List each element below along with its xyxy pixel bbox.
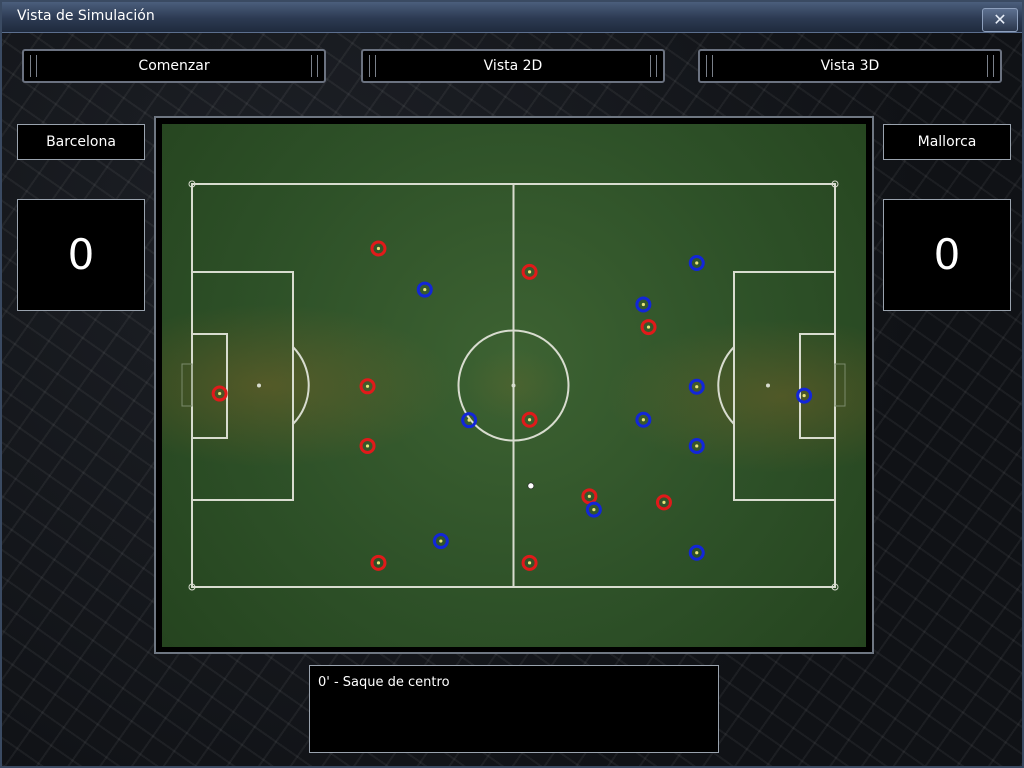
start-button[interactable]: Comenzar [22, 49, 326, 83]
away-player-marker [796, 387, 813, 404]
left-penalty-arc [292, 346, 310, 425]
home-player-marker [521, 263, 538, 280]
close-icon: ✕ [993, 10, 1007, 29]
left-goal [181, 363, 193, 407]
close-button[interactable]: ✕ [982, 8, 1018, 32]
home-player-marker [521, 411, 538, 428]
away-player-marker [416, 281, 433, 298]
away-player-marker [585, 501, 602, 518]
right-goal [834, 363, 846, 407]
center-circle [457, 329, 570, 442]
away-player-marker [688, 544, 705, 561]
corner-mark [188, 180, 196, 188]
view-3d-button[interactable]: Vista 3D [698, 49, 1002, 83]
ball-icon [527, 482, 535, 490]
right-penalty-spot [766, 383, 770, 388]
home-team-score: 0 [17, 199, 145, 311]
away-player-marker [432, 533, 449, 550]
home-player-marker [211, 385, 228, 402]
center-spot [511, 383, 516, 388]
view-2d-button[interactable]: Vista 2D [361, 49, 665, 83]
window-title: Vista de Simulación [17, 8, 155, 24]
home-player-marker [370, 554, 387, 571]
home-player-marker [370, 240, 387, 257]
corner-mark [188, 583, 196, 591]
left-penalty-area [191, 271, 294, 501]
commentary-box: 0' - Saque de centro [309, 665, 719, 753]
away-player-marker [635, 411, 652, 428]
home-player-marker [359, 378, 376, 395]
right-penalty-arc [717, 346, 735, 425]
right-penalty-area [733, 271, 836, 501]
away-player-marker [688, 437, 705, 454]
title-bar[interactable]: Vista de Simulación ✕ [2, 2, 1022, 33]
away-player-marker [461, 412, 478, 429]
away-player-marker [688, 254, 705, 271]
home-player-marker [655, 494, 672, 511]
home-player-marker [640, 319, 657, 336]
corner-mark [831, 180, 839, 188]
commentary-text: 0' - Saque de centro [318, 675, 450, 690]
away-player-marker [635, 296, 652, 313]
pitch-canvas [181, 180, 846, 591]
home-player-marker [359, 437, 376, 454]
away-team-name: Mallorca [883, 124, 1011, 160]
corner-mark [831, 583, 839, 591]
home-player-marker [581, 488, 598, 505]
left-penalty-spot [257, 383, 261, 388]
football-pitch [162, 124, 866, 647]
right-goal-area [799, 333, 836, 439]
away-player-marker [688, 378, 705, 395]
away-team-score: 0 [883, 199, 1011, 311]
home-team-name: Barcelona [17, 124, 145, 160]
home-player-marker [521, 554, 538, 571]
